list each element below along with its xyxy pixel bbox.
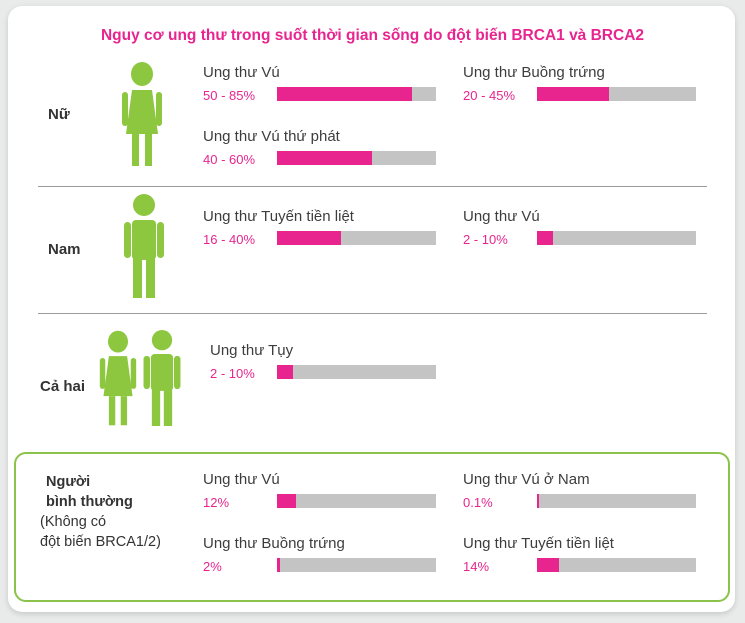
- normal-label-line: (Không có: [40, 514, 107, 530]
- metric-bar-fill: [277, 87, 413, 101]
- metric-label: Ung thư Vú: [463, 208, 540, 225]
- normal-population-box: [14, 452, 730, 602]
- metric-bar-fill: [277, 558, 281, 572]
- metric-bar-fill: [277, 494, 297, 508]
- chart-title: Nguy cơ ung thư trong suốt thời gian sốn…: [100, 27, 645, 44]
- metric-label: Ung thư Tuyến tiền liệt: [203, 208, 354, 225]
- metric-value: 40 - 60%: [203, 152, 256, 167]
- male-figure-small-icon: [143, 330, 181, 426]
- metric-bar-track: [277, 151, 436, 165]
- metric-bar-fill: [537, 231, 553, 245]
- normal-label-line: đột biến BRCA1/2): [40, 534, 161, 550]
- metric-label: Ung thư Vú ở Nam: [463, 471, 590, 488]
- metric-value: 14%: [463, 559, 490, 574]
- metric-value: 50 - 85%: [203, 88, 256, 103]
- metric-bar-track: [537, 558, 696, 572]
- metric-label: Ung thư Tụy: [210, 342, 294, 359]
- normal-label-line: bình thường: [46, 494, 133, 510]
- metric-bar-track: [537, 494, 696, 508]
- metric-value: 0.1%: [463, 495, 493, 510]
- metric-bar-track: [537, 87, 696, 101]
- metric-label: Ung thư Vú thứ phát: [203, 128, 340, 145]
- metric-label: Ung thư Vú: [203, 471, 280, 488]
- female-figure-icon: [122, 62, 162, 166]
- male-figure-icon: [124, 194, 164, 298]
- metric-value: 2%: [203, 559, 222, 574]
- normal-label-line: Người: [46, 474, 91, 490]
- section-divider: [38, 186, 707, 187]
- group-label-normal: Người bình thường (Không có đột biến BRC…: [40, 472, 200, 552]
- metric-bar-track: [277, 558, 436, 572]
- metric-label: Ung thư Buồng trứng: [463, 64, 605, 81]
- metric-bar-fill: [537, 558, 560, 572]
- metric-value: 20 - 45%: [463, 88, 516, 103]
- metric-bar-fill: [277, 365, 293, 379]
- group-label-female: Nữ: [48, 106, 70, 123]
- metric-bar-track: [277, 87, 436, 101]
- metric-value: 2 - 10%: [210, 366, 255, 381]
- metric-value: 16 - 40%: [203, 232, 256, 247]
- metric-label: Ung thư Tuyến tiền liệt: [463, 535, 614, 552]
- metric-bar-fill: [537, 494, 539, 508]
- metric-bar-track: [277, 365, 436, 379]
- infographic-card: [8, 6, 735, 612]
- group-label-male: Nam: [48, 241, 81, 258]
- metric-value: 12%: [203, 495, 230, 510]
- metric-value: 2 - 10%: [463, 232, 508, 247]
- female-figure-small-icon: [99, 330, 137, 426]
- metric-label: Ung thư Vú: [203, 64, 280, 81]
- metric-label: Ung thư Buồng trứng: [203, 535, 345, 552]
- metric-bar-track: [277, 494, 436, 508]
- metric-bar-fill: [277, 231, 341, 245]
- group-label-both: Cả hai: [40, 378, 86, 395]
- section-divider: [38, 313, 707, 314]
- metric-bar-fill: [277, 151, 373, 165]
- metric-bar-fill: [537, 87, 609, 101]
- metric-bar-track: [537, 231, 696, 245]
- metric-bar-track: [277, 231, 436, 245]
